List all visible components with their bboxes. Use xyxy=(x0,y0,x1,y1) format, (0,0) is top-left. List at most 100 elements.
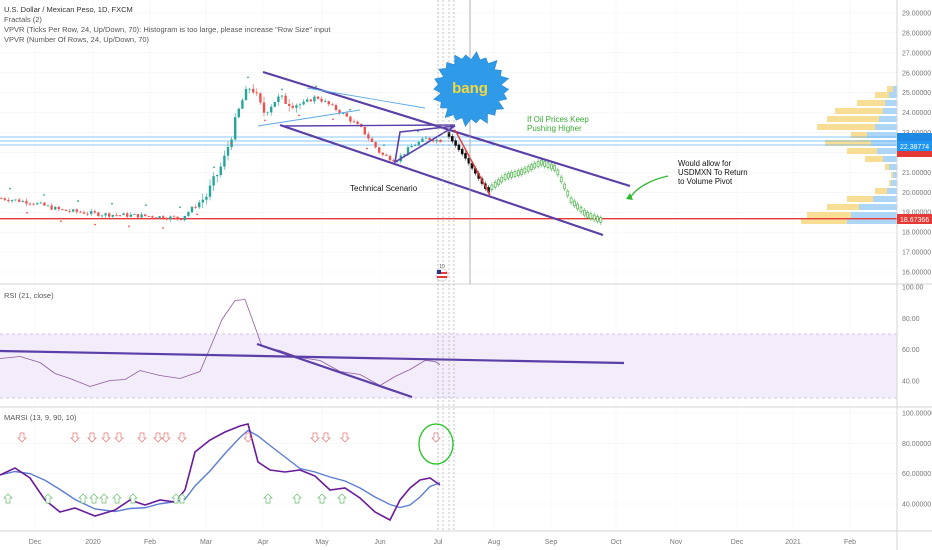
projection-candle xyxy=(500,176,504,183)
rsi-trend-line xyxy=(0,349,625,365)
volume-row-sell xyxy=(891,172,893,178)
candle-body xyxy=(226,147,230,156)
candle-body xyxy=(385,154,388,156)
indicator-vpvr-ticks[interactable]: VPVR (Ticks Per Row, 24, Up/Down, 70): H… xyxy=(4,25,331,34)
candle-body xyxy=(356,121,359,125)
price-tick-label: 24.00000 xyxy=(902,110,931,117)
candle-body xyxy=(295,105,298,108)
projection-candle xyxy=(503,174,507,180)
candle-body xyxy=(316,96,320,99)
time-tick-label: Nov xyxy=(670,539,683,546)
candle-body xyxy=(21,200,24,202)
candle-body xyxy=(306,99,309,102)
symbol-title[interactable]: U.S. Dollar / Mexican Peso, 1D, FXCM xyxy=(4,5,133,14)
grid xyxy=(0,0,897,531)
sell-arrow-icon xyxy=(101,432,111,443)
volume-row-buy xyxy=(851,212,897,218)
candle-body xyxy=(349,116,352,122)
candle-body xyxy=(424,137,428,139)
candle-body xyxy=(241,100,244,109)
flag-stripe-1 xyxy=(437,272,447,274)
price-tick-label: 16.00000 xyxy=(902,270,931,277)
channel-lower-line xyxy=(279,123,604,237)
candle-body xyxy=(234,117,237,140)
fractal-marker xyxy=(230,142,232,145)
candle-body xyxy=(324,101,327,102)
sell-arrow-icon xyxy=(70,432,80,443)
volume-row-buy xyxy=(893,86,897,92)
sell-arrow-icon xyxy=(87,432,97,443)
candle-body xyxy=(100,215,104,217)
time-tick-label: Dec xyxy=(731,539,744,546)
fractal-marker xyxy=(179,206,181,209)
candle-body xyxy=(126,213,129,217)
candle-body xyxy=(18,199,21,202)
time-tick-label: Oct xyxy=(611,539,622,546)
fractal-marker xyxy=(383,144,385,146)
indicator-rsi[interactable]: RSI (21, close) xyxy=(4,291,54,300)
indicator-marsi[interactable]: MARSI (13, 9, 90, 10) xyxy=(4,413,77,422)
candle-body xyxy=(363,126,366,135)
sell-arrow-icon xyxy=(243,432,253,443)
candle-body xyxy=(208,185,212,197)
rsi-channel-line xyxy=(256,342,413,399)
volume-row-sell xyxy=(807,212,851,218)
candle-body xyxy=(198,202,201,208)
volume-row-sell xyxy=(847,196,873,202)
candle-body xyxy=(327,101,330,105)
projection-candle xyxy=(553,165,556,171)
pivot-annotation-line1: Would allow for xyxy=(678,159,732,168)
trend-line-blue-2 xyxy=(257,109,361,127)
candle-body xyxy=(255,92,258,94)
projection-candle xyxy=(589,213,593,219)
indicator-vpvr-rows[interactable]: VPVR (Number Of Rows, 24, Up/Down, 70) xyxy=(4,35,150,44)
buy-arrow-icon xyxy=(43,493,53,504)
fractal-marker xyxy=(77,200,79,202)
candle-body xyxy=(43,202,46,206)
price-tick-label: 20.00000 xyxy=(902,190,931,197)
projection-candle xyxy=(592,214,596,221)
candle-body xyxy=(396,161,399,163)
candle-body xyxy=(284,95,287,104)
time-tick-label: Sep xyxy=(545,539,558,546)
candle-body xyxy=(266,112,269,114)
triangle-pattern xyxy=(393,125,456,164)
projection-candle xyxy=(520,169,523,175)
candle-body xyxy=(352,121,356,123)
buy-arrow-icon xyxy=(292,493,302,504)
marsi-tick-label: 100.00000 xyxy=(902,411,932,418)
candle-body xyxy=(46,205,50,207)
volume-row-buy xyxy=(859,204,897,210)
time-tick-label: May xyxy=(315,539,329,546)
time-tick-label: Aug xyxy=(488,539,501,546)
flag-stripe-2 xyxy=(437,276,447,278)
sell-arrow-icon xyxy=(310,432,320,443)
projection-candle xyxy=(566,190,570,197)
candle-body xyxy=(309,99,312,102)
indicator-fractals[interactable]: Fractals (2) xyxy=(4,15,42,24)
projection-candle xyxy=(457,144,461,150)
legend-main[interactable]: U.S. Dollar / Mexican Peso, 1D, FXCM Fra… xyxy=(4,5,330,45)
flag-canton xyxy=(437,270,441,274)
candle-body xyxy=(61,209,64,210)
candle-body xyxy=(169,216,172,220)
candle-body xyxy=(147,216,150,217)
volume-row-buy xyxy=(877,148,897,154)
time-axis[interactable]: Dec 2020 Feb Mar Apr May Jun Jul Aug Sep Oct Nov Dec… xyxy=(29,539,856,546)
marsi-tick-label: 60.00000 xyxy=(902,471,931,478)
volume-row-sell xyxy=(885,164,889,170)
sell-arrow-icon xyxy=(153,432,163,443)
candle-body xyxy=(14,199,17,201)
price-tick-label: 21.00000 xyxy=(902,170,931,177)
candle-body xyxy=(151,216,154,218)
candle-body xyxy=(111,214,114,217)
candle-body xyxy=(302,101,305,105)
fractal-marker xyxy=(94,223,96,226)
candle-body xyxy=(280,95,284,97)
fractal-marker xyxy=(196,213,198,216)
volume-row-sell xyxy=(835,108,883,114)
oil-annotation-line2: Pushing Higher xyxy=(527,124,582,133)
fractal-marker xyxy=(26,211,28,214)
